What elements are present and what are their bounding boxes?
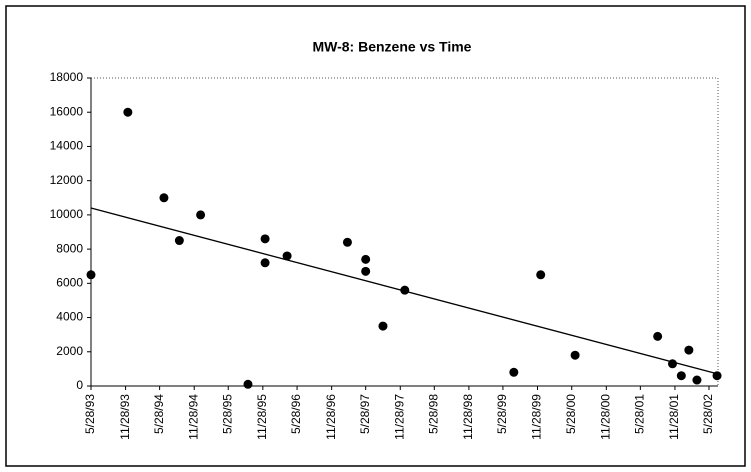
data-point: [668, 359, 678, 369]
chart-title: MW-8: Benzene vs Time: [313, 39, 472, 55]
data-point: [570, 350, 580, 360]
data-point: [684, 345, 694, 355]
data-point: [536, 270, 546, 280]
y-tick-label: 16000: [50, 104, 84, 118]
y-tick-label: 4000: [56, 310, 83, 324]
y-tick-label: 0: [76, 378, 83, 392]
data-point: [712, 371, 722, 381]
x-tick-label: 11/28/93: [118, 394, 132, 440]
data-point: [378, 321, 388, 331]
y-tick-label: 18000: [50, 70, 84, 84]
y-tick-label: 2000: [56, 344, 83, 358]
x-tick-label: 11/28/98: [461, 394, 475, 440]
data-point: [243, 379, 253, 389]
y-tick-label: 12000: [50, 173, 84, 187]
data-point: [260, 234, 270, 244]
data-point: [174, 236, 184, 246]
y-tick-label: 6000: [56, 276, 83, 290]
chart-frame: [5, 5, 746, 467]
data-point: [123, 107, 133, 117]
data-point: [196, 210, 206, 220]
data-point: [282, 251, 292, 261]
x-tick-label: 5/28/00: [564, 394, 578, 434]
data-point: [159, 193, 169, 203]
x-tick-label: 11/28/95: [255, 394, 269, 440]
data-point: [361, 266, 371, 276]
data-point: [692, 375, 702, 385]
data-point: [86, 270, 96, 280]
x-tick-label: 11/28/00: [598, 394, 612, 440]
x-tick-label: 5/28/96: [289, 394, 303, 434]
x-tick-label: 5/28/01: [633, 394, 647, 434]
x-tick-label: 5/28/93: [83, 394, 97, 434]
x-tick-label: 5/28/98: [426, 394, 440, 434]
x-tick-label: 11/28/94: [186, 394, 200, 440]
y-tick-label: 8000: [56, 241, 83, 255]
x-tick-label: 5/28/97: [358, 394, 372, 434]
data-point: [400, 285, 410, 295]
data-point: [342, 237, 352, 247]
x-tick-label: 5/28/95: [220, 394, 234, 434]
x-tick-label: 11/28/97: [392, 394, 406, 440]
x-tick-label: 11/28/96: [324, 394, 338, 440]
x-tick-label: 5/28/94: [152, 394, 166, 434]
y-tick-label: 14000: [50, 139, 84, 153]
y-tick-label: 10000: [50, 207, 84, 221]
data-point: [653, 331, 663, 341]
data-point: [260, 258, 270, 268]
x-tick-label: 11/28/99: [530, 394, 544, 440]
data-point: [361, 254, 371, 264]
x-tick-label: 5/28/02: [701, 394, 715, 434]
x-tick-label: 5/28/99: [495, 394, 509, 434]
data-point: [509, 367, 519, 377]
x-tick-label: 11/28/01: [667, 394, 681, 440]
data-point: [676, 371, 686, 381]
